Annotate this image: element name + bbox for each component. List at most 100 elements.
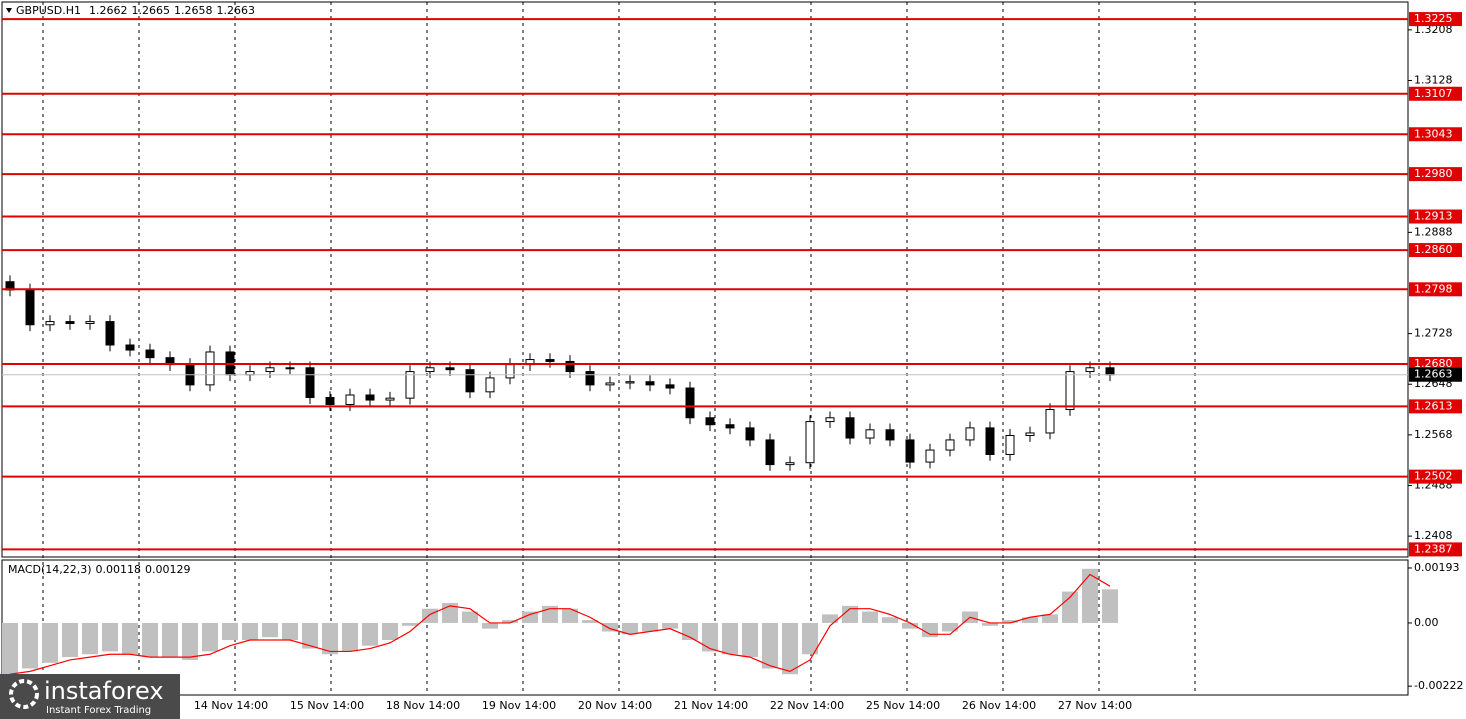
level-label-box [1409,542,1462,557]
macd-bar [922,622,938,638]
macd-bar [982,622,998,626]
logo-tagline: Instant Forex Trading [46,705,151,716]
x-tick-label: 20 Nov 14:00 [578,699,652,712]
y-tick-label: 0.00 [1414,616,1439,629]
macd-bar [22,622,38,669]
y-tick-label: 0.00193 [1414,561,1460,574]
candle-body [485,377,495,393]
candle-body [445,367,455,371]
macd-bar [202,622,218,652]
x-tick-label: 14 Nov 14:00 [194,699,268,712]
ohlc-value: 1.2663 [216,4,255,17]
macd-bar [742,622,758,658]
macd-bar [122,622,138,655]
macd-bar [382,622,398,641]
macd-bar [142,622,158,658]
level-label-box [1409,356,1462,371]
x-tick-label: 15 Nov 14:00 [290,699,364,712]
macd-bar [342,622,358,652]
macd-bar [1082,568,1098,623]
candle-body [745,427,755,441]
macd-bar [842,605,858,623]
level-label: 1.3043 [1414,127,1453,140]
candle-body [325,397,335,405]
candle-body [945,439,955,451]
level-label-box [1409,209,1462,224]
candle-body [25,289,35,326]
candle-body [505,364,515,379]
x-tick-label: 19 Nov 14:00 [482,699,556,712]
macd-bar [662,622,678,629]
candle-body [665,384,675,389]
level-label-box [1409,399,1462,414]
y-tick-label: 1.2408 [1414,529,1453,542]
macd-bar [462,611,478,623]
symbol: GBPUSD.H1 [16,4,81,17]
macd-bar [262,622,278,638]
macd-bar [322,622,338,655]
y-tick-label: 1.2568 [1414,428,1453,441]
ohlc-value: 1.2658 [174,4,213,17]
level-label: 1.2798 [1414,282,1453,295]
macd-bar [822,614,838,623]
macd-bar [1062,591,1078,623]
candle-body [545,359,555,362]
y-tick-label: 1.2728 [1414,327,1453,340]
x-tick-label: 26 Nov 14:00 [962,699,1036,712]
current-price-box [1409,367,1462,382]
level-label: 1.2860 [1414,243,1453,256]
candle-body [805,421,815,464]
macd-bar [282,622,298,641]
candle-body [585,371,595,386]
ohlc-value: 1.2665 [131,4,170,17]
macd-bar [102,622,118,652]
macd-bar [2,622,18,675]
candle-body [845,417,855,439]
logo: instaforex Instant Forex Trading [0,674,180,719]
level-label-box [1409,12,1462,27]
macd-bar [702,622,718,652]
candle-body [1065,371,1075,411]
macd-bar [82,622,98,655]
logo-name: instaforex [44,677,164,705]
candle-body [285,367,295,370]
level-label: 1.3107 [1414,87,1453,100]
current-price-label: 1.2663 [1414,368,1453,381]
x-tick-label: 25 Nov 14:00 [866,699,940,712]
macd-header: MACD(14,22,3) 0.00118 0.00129 [8,563,191,576]
candle-body [865,429,875,439]
macd-bar [582,620,598,623]
macd-bar [862,611,878,623]
candle-body [1025,432,1035,436]
candle-body [825,417,835,423]
candle-body [965,427,975,441]
candle-body [1005,434,1015,455]
candle-body [345,394,355,405]
macd-bar [1042,614,1058,623]
candle-body [765,439,775,466]
macd-bar [62,622,78,658]
level-label: 1.2387 [1414,542,1453,555]
macd-bar [362,622,378,646]
price-panel [1,1,1409,558]
macd-bar [402,622,418,626]
candle-body [425,367,435,373]
level-label-box [1409,469,1462,484]
y-tick-label: 1.3128 [1414,73,1453,86]
macd-bar [942,622,958,632]
y-tick-label: -0.00222 [1414,679,1463,692]
y-tick-label: 1.3208 [1414,23,1453,36]
level-label-box [1409,167,1462,182]
macd-bar [182,622,198,660]
level-label-box [1409,127,1462,142]
candle-body [625,381,635,384]
candle-body [1085,367,1095,373]
macd-title: MACD(14,22,3) [8,563,92,576]
candle-body [45,321,55,326]
level-label: 1.2680 [1414,357,1453,370]
grid [42,2,1196,695]
candle-body [65,321,75,324]
candle-body [1045,409,1055,434]
candle-body [1105,367,1115,376]
